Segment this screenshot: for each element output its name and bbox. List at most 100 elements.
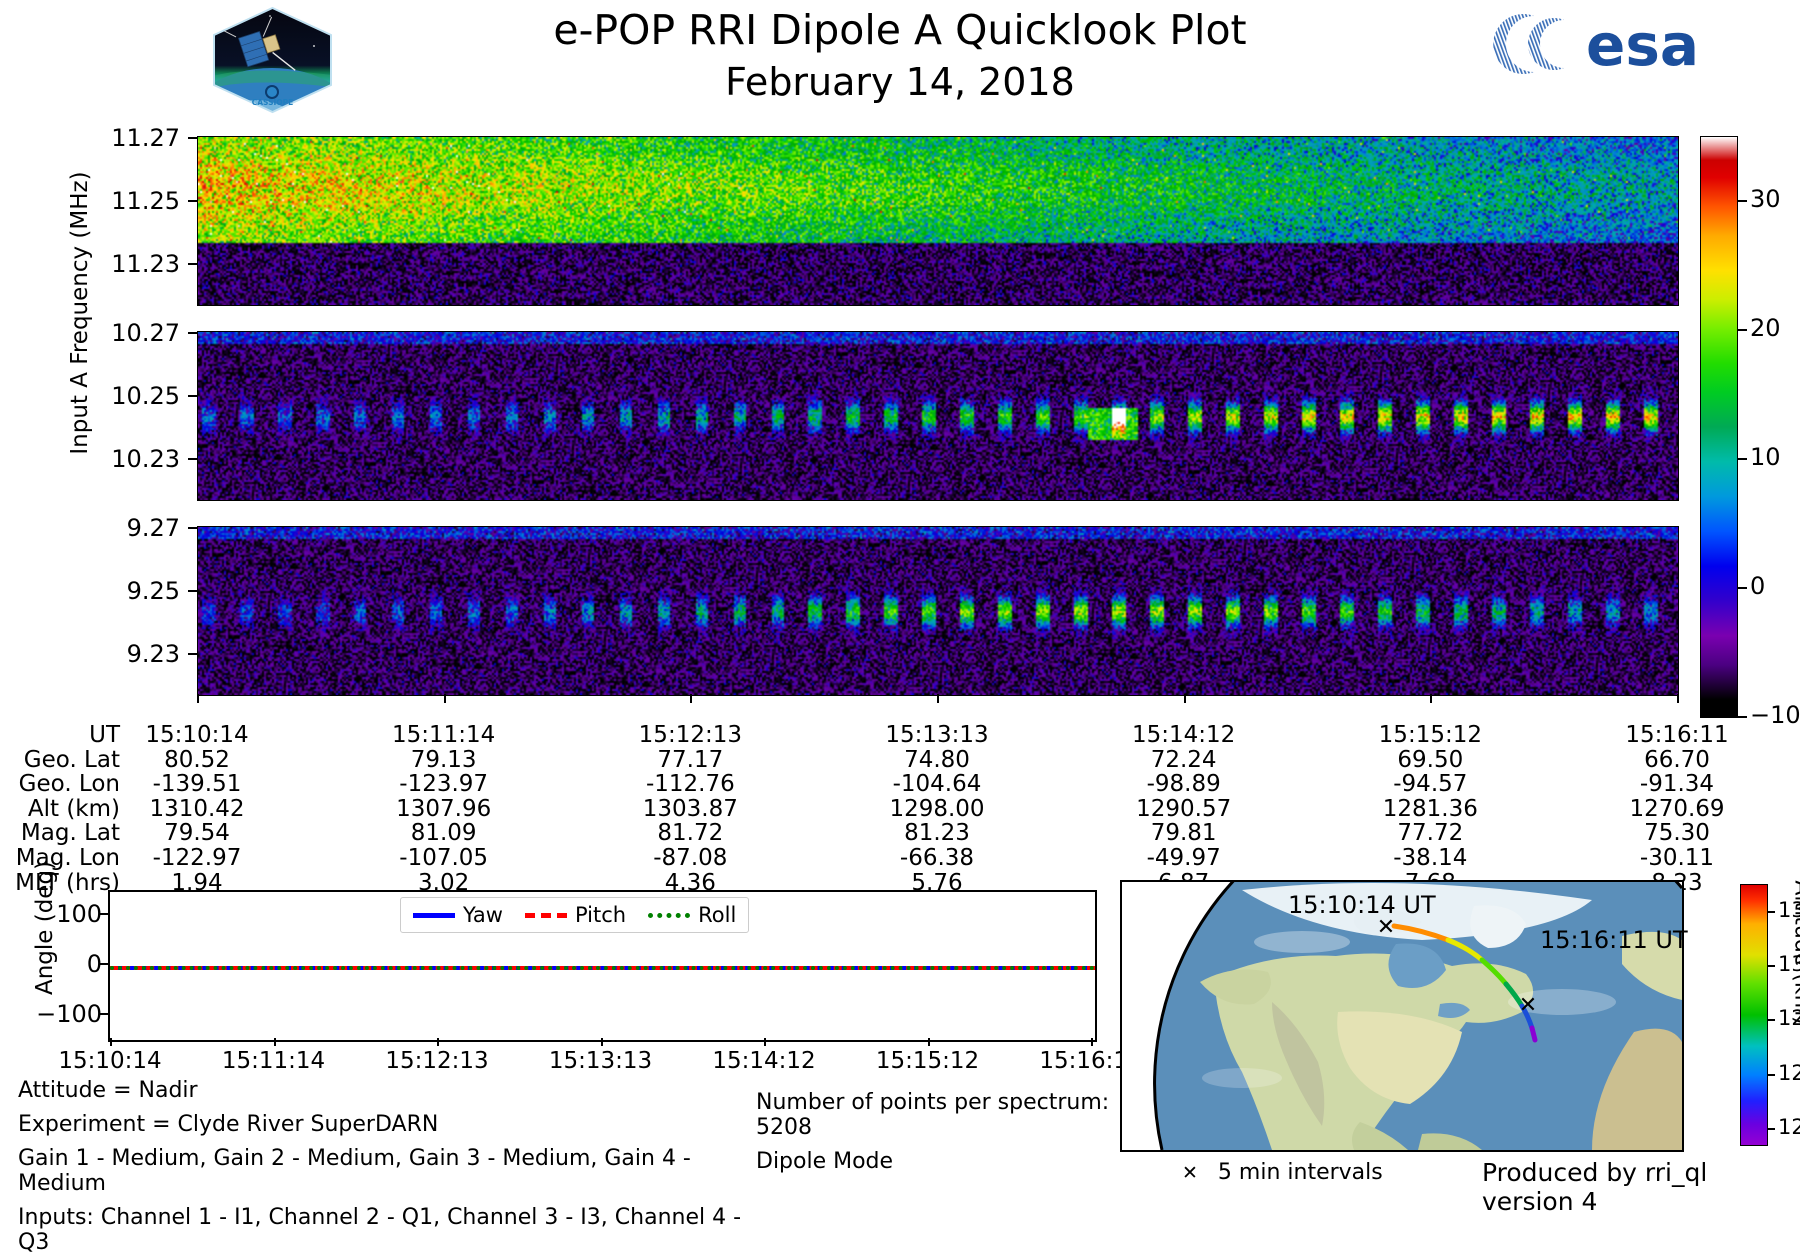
footer-inputs: Inputs: Channel 1 - I1, Channel 2 - Q1, … xyxy=(18,1205,758,1255)
spectrogram-panel-10mhz xyxy=(197,331,1679,501)
ephemeris-row: Mag. Lon-122.97-107.05-87.08-66.38-49.97… xyxy=(0,846,1680,871)
mission-logo-text: CASSIOPE xyxy=(252,98,294,107)
attitude-legend[interactable]: Yaw Pitch Roll xyxy=(400,897,749,933)
ytick-mark xyxy=(188,590,197,592)
attitude-x-tick-label: 15:12:13 xyxy=(365,1048,509,1074)
x-tick-mark xyxy=(1184,694,1186,703)
ephemeris-cell: 15:12:13 xyxy=(600,723,780,748)
ytick-mark xyxy=(188,332,197,334)
roll-trace xyxy=(110,966,1095,970)
ytick-10.27: 10.27 xyxy=(60,319,180,347)
attitude-x-tick-mark xyxy=(274,1038,276,1046)
ephemeris-cell: 1307.96 xyxy=(354,797,534,822)
legend-label-yaw: Yaw xyxy=(463,903,503,927)
x-tick-mark xyxy=(197,694,199,703)
ephemeris-cell: 15:14:12 xyxy=(1094,723,1274,748)
ytick-mark xyxy=(188,200,197,202)
ephemeris-cell: 15:16:11 xyxy=(1587,723,1767,748)
footer-points-per-spectrum: Number of points per spectrum: 5208 xyxy=(756,1090,1156,1140)
attitude-x-tick-label: 15:14:12 xyxy=(692,1048,836,1074)
ytick-10.23: 10.23 xyxy=(60,445,180,473)
footer-mode: Dipole Mode xyxy=(756,1149,1156,1174)
altitude-tick-mark xyxy=(1767,1074,1775,1076)
ephemeris-cell: 15:11:14 xyxy=(354,723,534,748)
attitude-x-tick-label: 15:13:13 xyxy=(529,1048,673,1074)
interval-legend-label: 5 min intervals xyxy=(1218,1160,1383,1185)
ephemeris-cell: 69.50 xyxy=(1340,748,1520,773)
map-end-time-label: 15:16:11 UT xyxy=(1540,926,1688,954)
esa-logo-icon: esa xyxy=(1490,8,1720,80)
attitude-x-tick-label: 15:10:14 xyxy=(38,1048,182,1074)
colorbar-tick-label: 20 xyxy=(1750,314,1781,342)
attitude-x-ticks: 15:10:14 15:11:14 15:12:13 15:13:13 15:14:12… xyxy=(0,1040,1150,1074)
ephemeris-cell: 66.70 xyxy=(1587,748,1767,773)
ytick-mark xyxy=(99,1013,108,1015)
ytick-mark xyxy=(188,137,197,139)
ephemeris-cell: -30.11 xyxy=(1587,846,1767,871)
ytick-mark xyxy=(99,963,108,965)
ephemeris-cell: -104.64 xyxy=(847,772,1027,797)
colorbar-tick-label: 10 xyxy=(1750,443,1781,471)
ephemeris-row: Geo. Lon-139.51-123.97-112.76-104.64-98.… xyxy=(0,772,1680,797)
ytick-11.25: 11.25 xyxy=(60,187,180,215)
spectrogram-x-ticks xyxy=(197,694,1677,704)
yaw-swatch xyxy=(413,913,455,918)
ytick-mark xyxy=(99,913,108,915)
ephemeris-cell: 1303.87 xyxy=(600,797,780,822)
colorbar-tick-label: 30 xyxy=(1750,185,1781,213)
altitude-tick-mark xyxy=(1767,911,1775,913)
attitude-x-tick-label: 15:11:14 xyxy=(202,1048,346,1074)
cassiope-mission-logo-icon: CASSIOPE xyxy=(210,6,335,111)
x-tick-mark xyxy=(937,694,939,703)
spectrogram-panel-9mhz xyxy=(197,526,1679,696)
altitude-tick-label: 1300 xyxy=(1778,952,1800,976)
ephemeris-cell: -49.97 xyxy=(1094,846,1274,871)
legend-label-roll: Roll xyxy=(698,903,736,927)
ephemeris-cell: -38.14 xyxy=(1340,846,1520,871)
colorbar-tick-mark xyxy=(1737,200,1747,202)
map-interval-legend: ✕ 5 min intervals xyxy=(1182,1160,1383,1185)
colorbar-tick-mark xyxy=(1737,458,1747,460)
ytick-mark xyxy=(188,458,197,460)
ephemeris-cell: -107.05 xyxy=(354,846,534,871)
esa-logo-text: esa xyxy=(1586,11,1699,79)
ytick-9.23: 9.23 xyxy=(60,640,180,668)
ephemeris-cell: -139.51 xyxy=(107,772,287,797)
ephemeris-cell: 81.72 xyxy=(600,821,780,846)
ytick-mark xyxy=(188,653,197,655)
ytick-mark xyxy=(188,527,197,529)
spectrogram-panel-11mhz xyxy=(197,136,1679,306)
ephemeris-cell: 1290.57 xyxy=(1094,797,1274,822)
attitude-ytick-100: 100 xyxy=(0,900,102,928)
ephemeris-cell: 72.24 xyxy=(1094,748,1274,773)
ephemeris-cell: -87.08 xyxy=(600,846,780,871)
ephemeris-cell: 1310.42 xyxy=(107,797,287,822)
altitude-tick-label: 1270 xyxy=(1778,1115,1800,1139)
attitude-x-tick-label: 15:15:12 xyxy=(856,1048,1000,1074)
ephemeris-cell: -91.34 xyxy=(1587,772,1767,797)
colorbar-tick-mark xyxy=(1737,587,1747,589)
footer-middle: Number of points per spectrum: 5208 Dipo… xyxy=(756,1090,1156,1174)
legend-item-pitch: Pitch xyxy=(525,903,626,927)
ephemeris-cell: -66.38 xyxy=(847,846,1027,871)
orbit-ground-track-map[interactable]: ✕ ✕ xyxy=(1120,880,1684,1152)
ephemeris-cell: 15:15:12 xyxy=(1340,723,1520,748)
ephemeris-cell: 79.81 xyxy=(1094,821,1274,846)
ephemeris-cell: 79.54 xyxy=(107,821,287,846)
ephemeris-cell: 81.23 xyxy=(847,821,1027,846)
attitude-x-tick-mark xyxy=(1091,1038,1093,1046)
ephemeris-cell: -112.76 xyxy=(600,772,780,797)
ephemeris-cell: 75.30 xyxy=(1587,821,1767,846)
footer-experiment: Experiment = Clyde River SuperDARN xyxy=(18,1112,758,1137)
altitude-tick-label: 1290 xyxy=(1778,1006,1800,1030)
ephemeris-cell: 15:13:13 xyxy=(847,723,1027,748)
ephemeris-cell: 1281.36 xyxy=(1340,797,1520,822)
footer-attitude: Attitude = Nadir xyxy=(18,1078,758,1103)
x-tick-mark xyxy=(444,694,446,703)
attitude-x-tick-mark xyxy=(437,1038,439,1046)
ephemeris-cell: 81.09 xyxy=(354,821,534,846)
